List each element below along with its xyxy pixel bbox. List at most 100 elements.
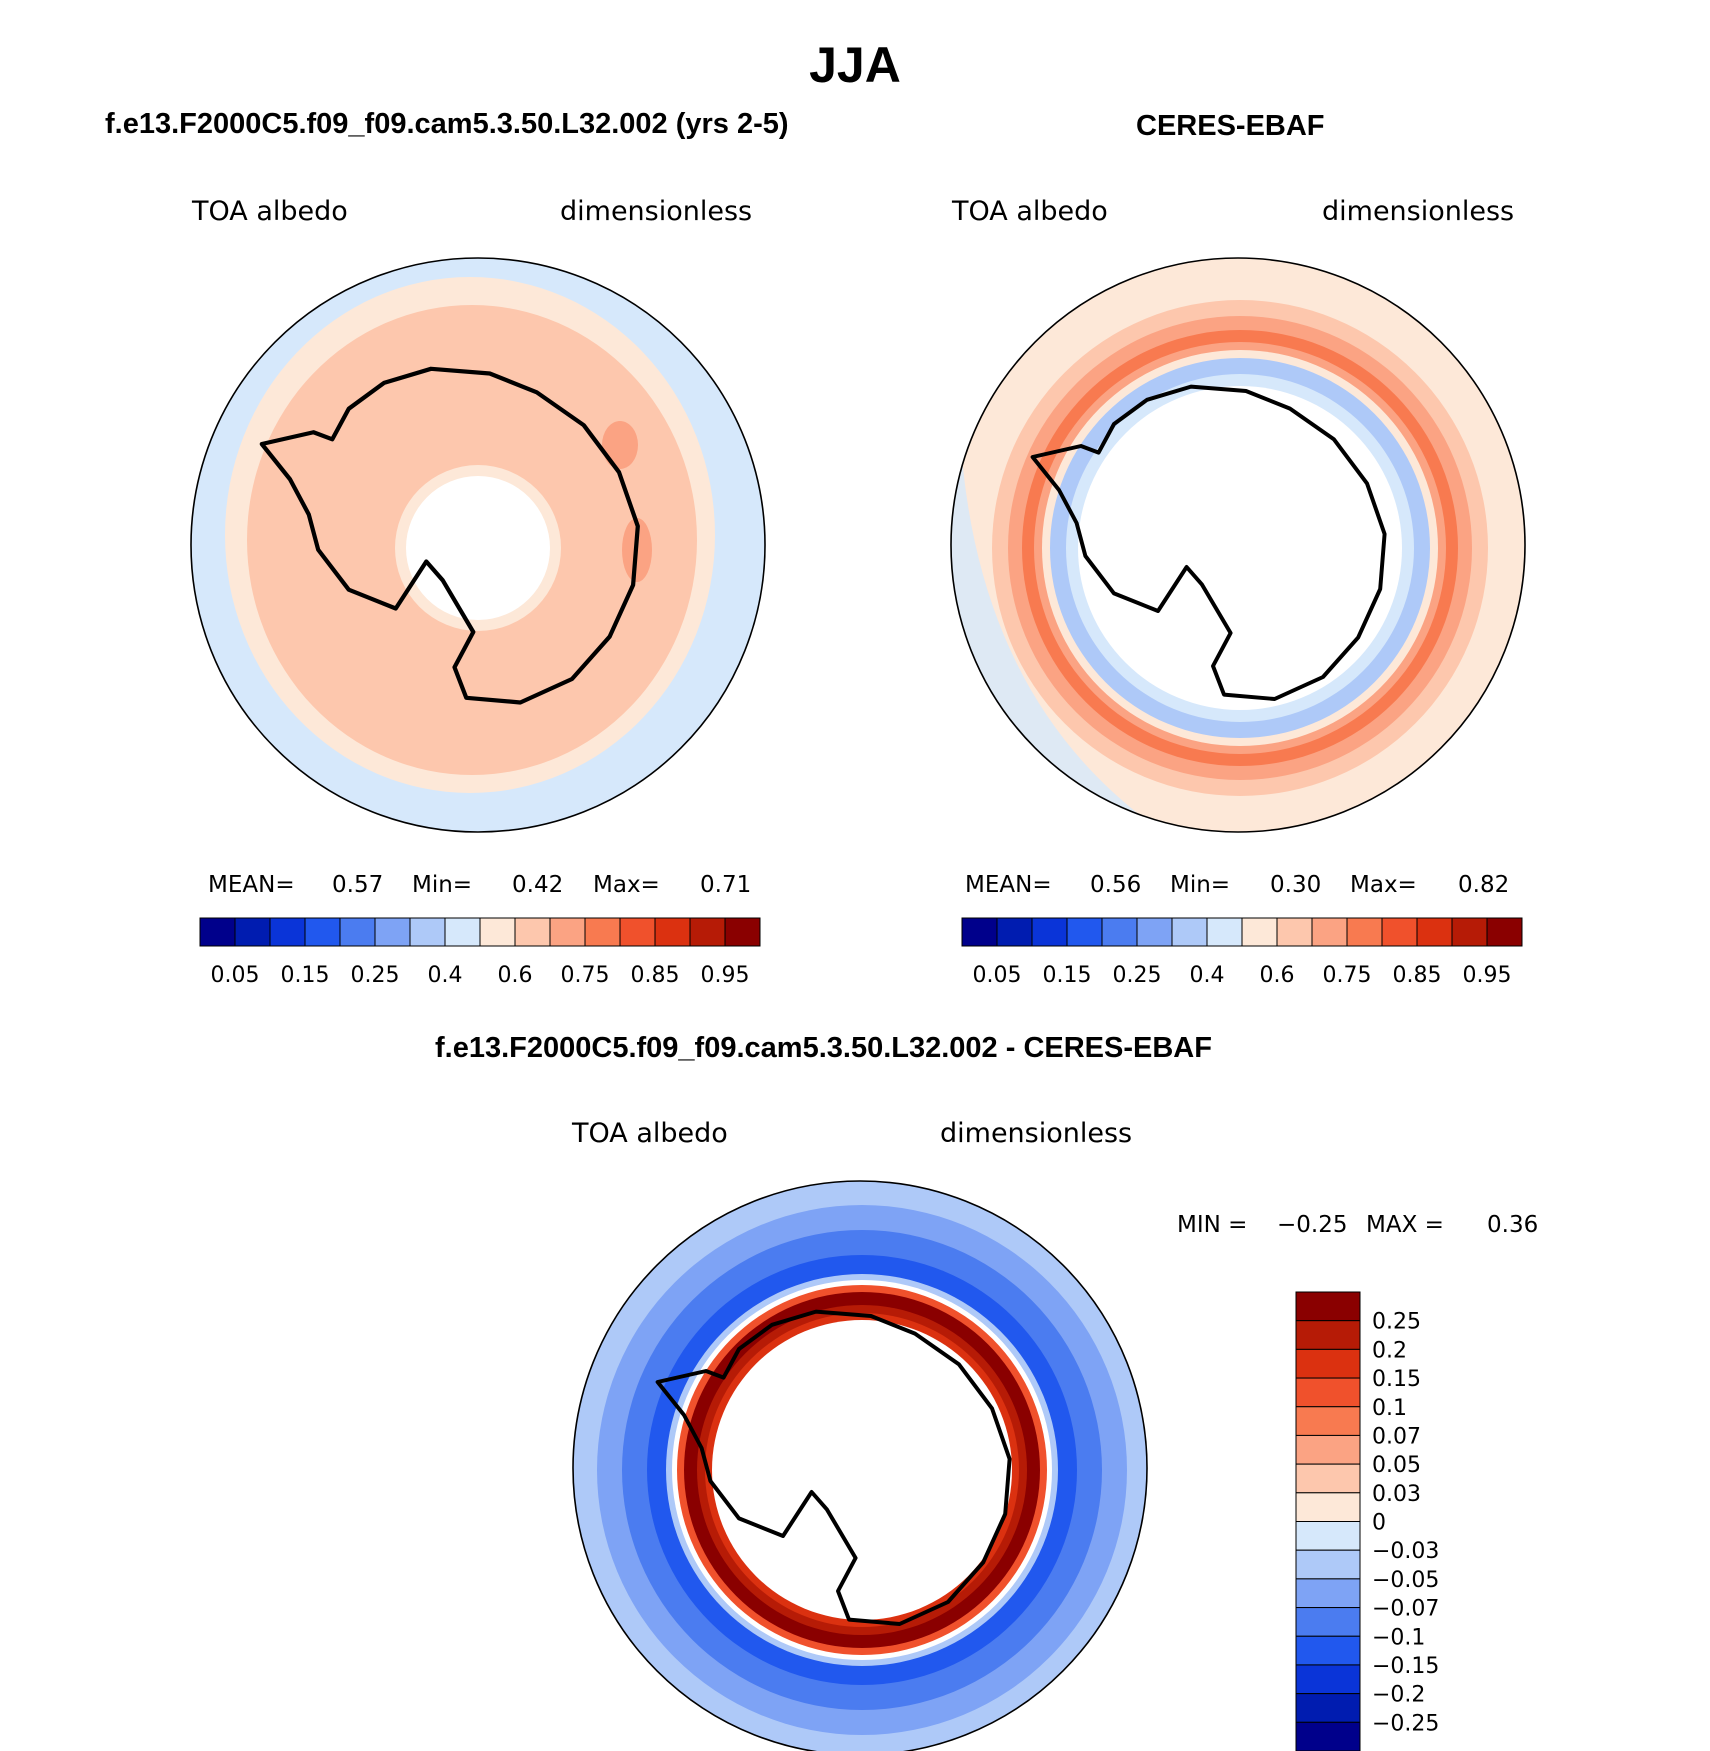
diff-colorbar-tick-label: −0.15 bbox=[1372, 1654, 1439, 1679]
diff-colorbar-tick-label: 0.25 bbox=[1372, 1310, 1421, 1335]
diff-min-label: MIN = bbox=[1177, 1212, 1248, 1238]
diff-colorbar-tick-label: −0.03 bbox=[1372, 1539, 1439, 1564]
obs-colorbar-swatch bbox=[1311, 917, 1348, 947]
obs-colorbar-swatch bbox=[996, 917, 1033, 947]
model-colorbar-tick-label: 0.95 bbox=[701, 963, 750, 988]
diff-panel-title: f.e13.F2000C5.f09_f09.cam5.3.50.L32.002 … bbox=[435, 1032, 1212, 1064]
obs-colorbar-tick-label: 0.75 bbox=[1323, 963, 1372, 988]
model-units-label: dimensionless bbox=[560, 196, 753, 227]
model-colorbar-swatch bbox=[619, 917, 656, 947]
model-colorbar-swatch bbox=[654, 917, 691, 947]
obs-mean-value: 0.56 bbox=[1090, 872, 1142, 898]
diff-variable-label: TOA albedo bbox=[572, 1118, 728, 1149]
diff-colorbar-swatch bbox=[1295, 1320, 1361, 1350]
obs-min-value: 0.30 bbox=[1270, 872, 1322, 898]
season-title: JJA bbox=[809, 37, 901, 93]
model-colorbar-swatch bbox=[269, 917, 306, 947]
diff-colorbar-tick-label: 0.03 bbox=[1372, 1482, 1421, 1507]
model-panel-title: f.e13.F2000C5.f09_f09.cam5.3.50.L32.002 … bbox=[105, 108, 789, 140]
diff-colorbar-swatch bbox=[1295, 1578, 1361, 1609]
diff-max-label: MAX = bbox=[1366, 1212, 1444, 1238]
obs-colorbar-swatch bbox=[1346, 917, 1383, 947]
obs-colorbar-swatch bbox=[1101, 917, 1138, 947]
model-colorbar-tick-label: 0.25 bbox=[351, 963, 400, 988]
diff-colorbar-swatch bbox=[1295, 1693, 1361, 1723]
model-max-value: 0.71 bbox=[700, 872, 752, 898]
diff-colorbar-swatch bbox=[1295, 1492, 1361, 1522]
model-colorbar-swatch bbox=[304, 917, 341, 947]
obs-colorbar-tick-label: 0.85 bbox=[1393, 963, 1442, 988]
model-min-value: 0.42 bbox=[512, 872, 564, 898]
diff-colorbar-swatch bbox=[1295, 1521, 1361, 1551]
obs-colorbar-tick-label: 0.95 bbox=[1463, 963, 1512, 988]
obs-mean-label: MEAN= bbox=[965, 872, 1052, 898]
model-map bbox=[191, 258, 765, 832]
obs-colorbar: 0.05 0.15 0.25 0.4 0.6 0.75 0.85 0.95 bbox=[961, 917, 1523, 988]
model-colorbar-tick-label: 0.4 bbox=[428, 963, 463, 988]
obs-colorbar-swatch bbox=[1171, 917, 1208, 947]
model-colorbar-swatch bbox=[479, 917, 516, 947]
obs-units-label: dimensionless bbox=[1322, 196, 1515, 227]
diff-colorbar-tick-label: −0.25 bbox=[1372, 1711, 1439, 1736]
diff-colorbar-swatch bbox=[1295, 1721, 1361, 1751]
model-map-border bbox=[190, 257, 766, 833]
obs-colorbar-tick-label: 0.6 bbox=[1260, 963, 1295, 988]
obs-colorbar-swatch bbox=[1276, 917, 1313, 947]
diff-colorbar: 0.25 0.2 0.15 0.1 0.07 0.05 0.03 0 −0.03 −0.05 −0.… bbox=[1295, 1291, 1439, 1751]
obs-colorbar-tick-label: 0.4 bbox=[1190, 963, 1225, 988]
model-colorbar-tick-label: 0.85 bbox=[631, 963, 680, 988]
obs-min-label: Min= bbox=[1170, 872, 1231, 898]
diff-colorbar-swatch bbox=[1295, 1635, 1361, 1666]
obs-colorbar-swatch bbox=[1241, 917, 1278, 947]
obs-colorbar-swatch bbox=[961, 917, 998, 947]
model-colorbar-tick-label: 0.6 bbox=[498, 963, 533, 988]
model-colorbar-swatch bbox=[374, 917, 411, 947]
obs-colorbar-swatch bbox=[1066, 917, 1103, 947]
diff-map-border bbox=[572, 1180, 1148, 1751]
model-colorbar-swatch bbox=[234, 917, 271, 947]
diff-colorbar-tick-label: −0.1 bbox=[1372, 1625, 1425, 1650]
diff-colorbar-swatch bbox=[1295, 1434, 1361, 1465]
model-mean-value: 0.57 bbox=[332, 872, 384, 898]
obs-colorbar-tick-label: 0.05 bbox=[973, 963, 1022, 988]
obs-colorbar-swatch bbox=[1381, 917, 1418, 947]
model-colorbar-swatch bbox=[514, 917, 551, 947]
diff-min-value: −0.25 bbox=[1277, 1212, 1348, 1238]
model-colorbar: 0.05 0.15 0.25 0.4 0.6 0.75 0.85 0.95 bbox=[199, 917, 761, 988]
diff-colorbar-tick-label: 0 bbox=[1372, 1511, 1386, 1536]
obs-colorbar-swatch bbox=[1486, 917, 1523, 947]
model-colorbar-tick-label: 0.05 bbox=[211, 963, 260, 988]
diff-colorbar-swatch bbox=[1295, 1406, 1361, 1436]
obs-map bbox=[951, 258, 1525, 832]
obs-colorbar-swatch bbox=[1416, 917, 1453, 947]
model-colorbar-swatch bbox=[549, 917, 586, 947]
obs-colorbar-tick-label: 0.15 bbox=[1043, 963, 1092, 988]
diff-map bbox=[573, 1181, 1147, 1751]
model-max-label: Max= bbox=[593, 872, 660, 898]
diff-units-label: dimensionless bbox=[940, 1118, 1133, 1149]
obs-variable-label: TOA albedo bbox=[952, 196, 1108, 227]
model-colorbar-swatch bbox=[444, 917, 481, 947]
diff-colorbar-swatch bbox=[1295, 1463, 1361, 1494]
model-colorbar-swatch bbox=[689, 917, 726, 947]
obs-colorbar-tick-label: 0.25 bbox=[1113, 963, 1162, 988]
model-min-label: Min= bbox=[412, 872, 473, 898]
obs-panel-title: CERES-EBAF bbox=[1136, 110, 1325, 142]
obs-max-label: Max= bbox=[1350, 872, 1417, 898]
obs-colorbar-swatch bbox=[1451, 917, 1488, 947]
model-variable-label: TOA albedo bbox=[192, 196, 348, 227]
diff-colorbar-swatch bbox=[1295, 1377, 1361, 1408]
model-colorbar-swatch bbox=[409, 917, 446, 947]
model-colorbar-swatch bbox=[199, 917, 236, 947]
diff-colorbar-swatch bbox=[1295, 1549, 1361, 1580]
obs-colorbar-swatch bbox=[1136, 917, 1173, 947]
model-colorbar-swatch bbox=[584, 917, 621, 947]
obs-colorbar-swatch bbox=[1031, 917, 1068, 947]
diff-max-value: 0.36 bbox=[1487, 1212, 1539, 1238]
model-colorbar-swatch bbox=[724, 917, 761, 947]
diff-colorbar-swatch bbox=[1295, 1348, 1361, 1379]
model-mean-label: MEAN= bbox=[208, 872, 295, 898]
model-colorbar-tick-label: 0.15 bbox=[281, 963, 330, 988]
obs-map-border bbox=[950, 257, 1526, 833]
